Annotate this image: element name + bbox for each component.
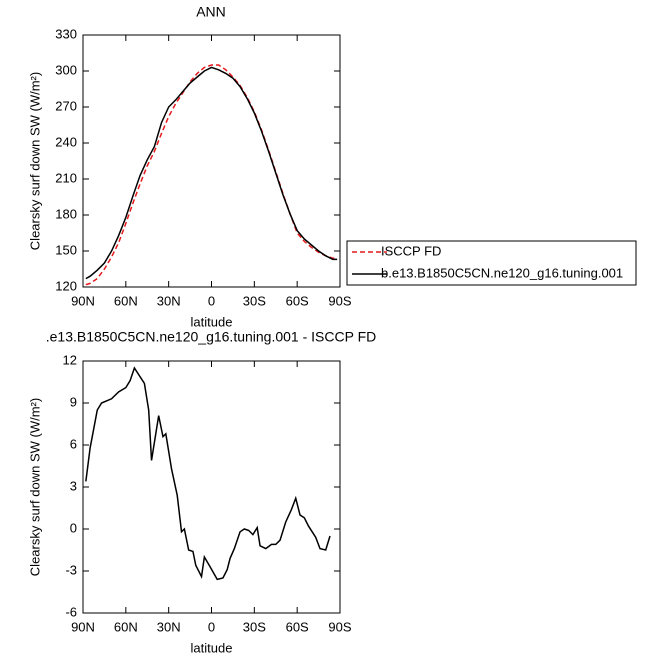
plot-frame	[82, 34, 341, 288]
chart-title: ANN	[196, 4, 226, 20]
x-tick-label: 0	[208, 293, 215, 308]
data-line	[85, 66, 338, 280]
x-tick-label: 90S	[328, 293, 351, 308]
x-tick-label: 60S	[286, 619, 309, 634]
legend-label: b.e13.B1850C5CN.ne120_g16.tuning.001	[381, 265, 623, 280]
x-tick-label: 60N	[114, 293, 138, 308]
y-tick-label: -6	[65, 604, 77, 619]
legend-label: ISCCP FD	[381, 243, 441, 258]
x-tick-label: 60N	[114, 619, 138, 634]
y-tick-label: 0	[70, 520, 77, 535]
data-line	[85, 366, 331, 581]
y-tick-label: 3	[70, 478, 77, 493]
y-tick-label: -3	[65, 562, 77, 577]
plot-frame	[82, 360, 341, 614]
y-tick-label: 210	[55, 170, 77, 185]
y-tick-label: 12	[63, 352, 77, 367]
y-tick-label: 6	[70, 436, 77, 451]
x-tick-label: 90N	[71, 293, 95, 308]
y-tick-label: 240	[55, 134, 77, 149]
y-axis-label: Clearsky surf down SW (W/m²)	[27, 72, 42, 250]
x-axis-label: latitude	[191, 314, 233, 329]
y-tick-label: 300	[55, 62, 77, 77]
y-axis-label: Clearsky surf down SW (W/m²)	[27, 398, 42, 576]
y-tick-label: 330	[55, 26, 77, 41]
x-tick-label: 30S	[243, 619, 266, 634]
y-tick-label: 9	[70, 394, 77, 409]
chart-title: .e13.B1850C5CN.ne120_g16.tuning.001 - IS…	[46, 329, 377, 345]
y-tick-label: 150	[55, 242, 77, 257]
y-tick-label: 180	[55, 206, 77, 221]
x-tick-label: 0	[208, 619, 215, 634]
y-tick-label: 120	[55, 278, 77, 293]
x-tick-label: 30N	[157, 619, 181, 634]
x-tick-label: 60S	[286, 293, 309, 308]
x-tick-label: 90S	[328, 619, 351, 634]
x-tick-label: 30N	[157, 293, 181, 308]
x-tick-label: 30S	[243, 293, 266, 308]
x-tick-label: 90N	[71, 619, 95, 634]
data-line	[85, 64, 338, 286]
x-axis-label: latitude	[191, 640, 233, 655]
y-tick-label: 270	[55, 98, 77, 113]
legend-box	[346, 240, 637, 286]
